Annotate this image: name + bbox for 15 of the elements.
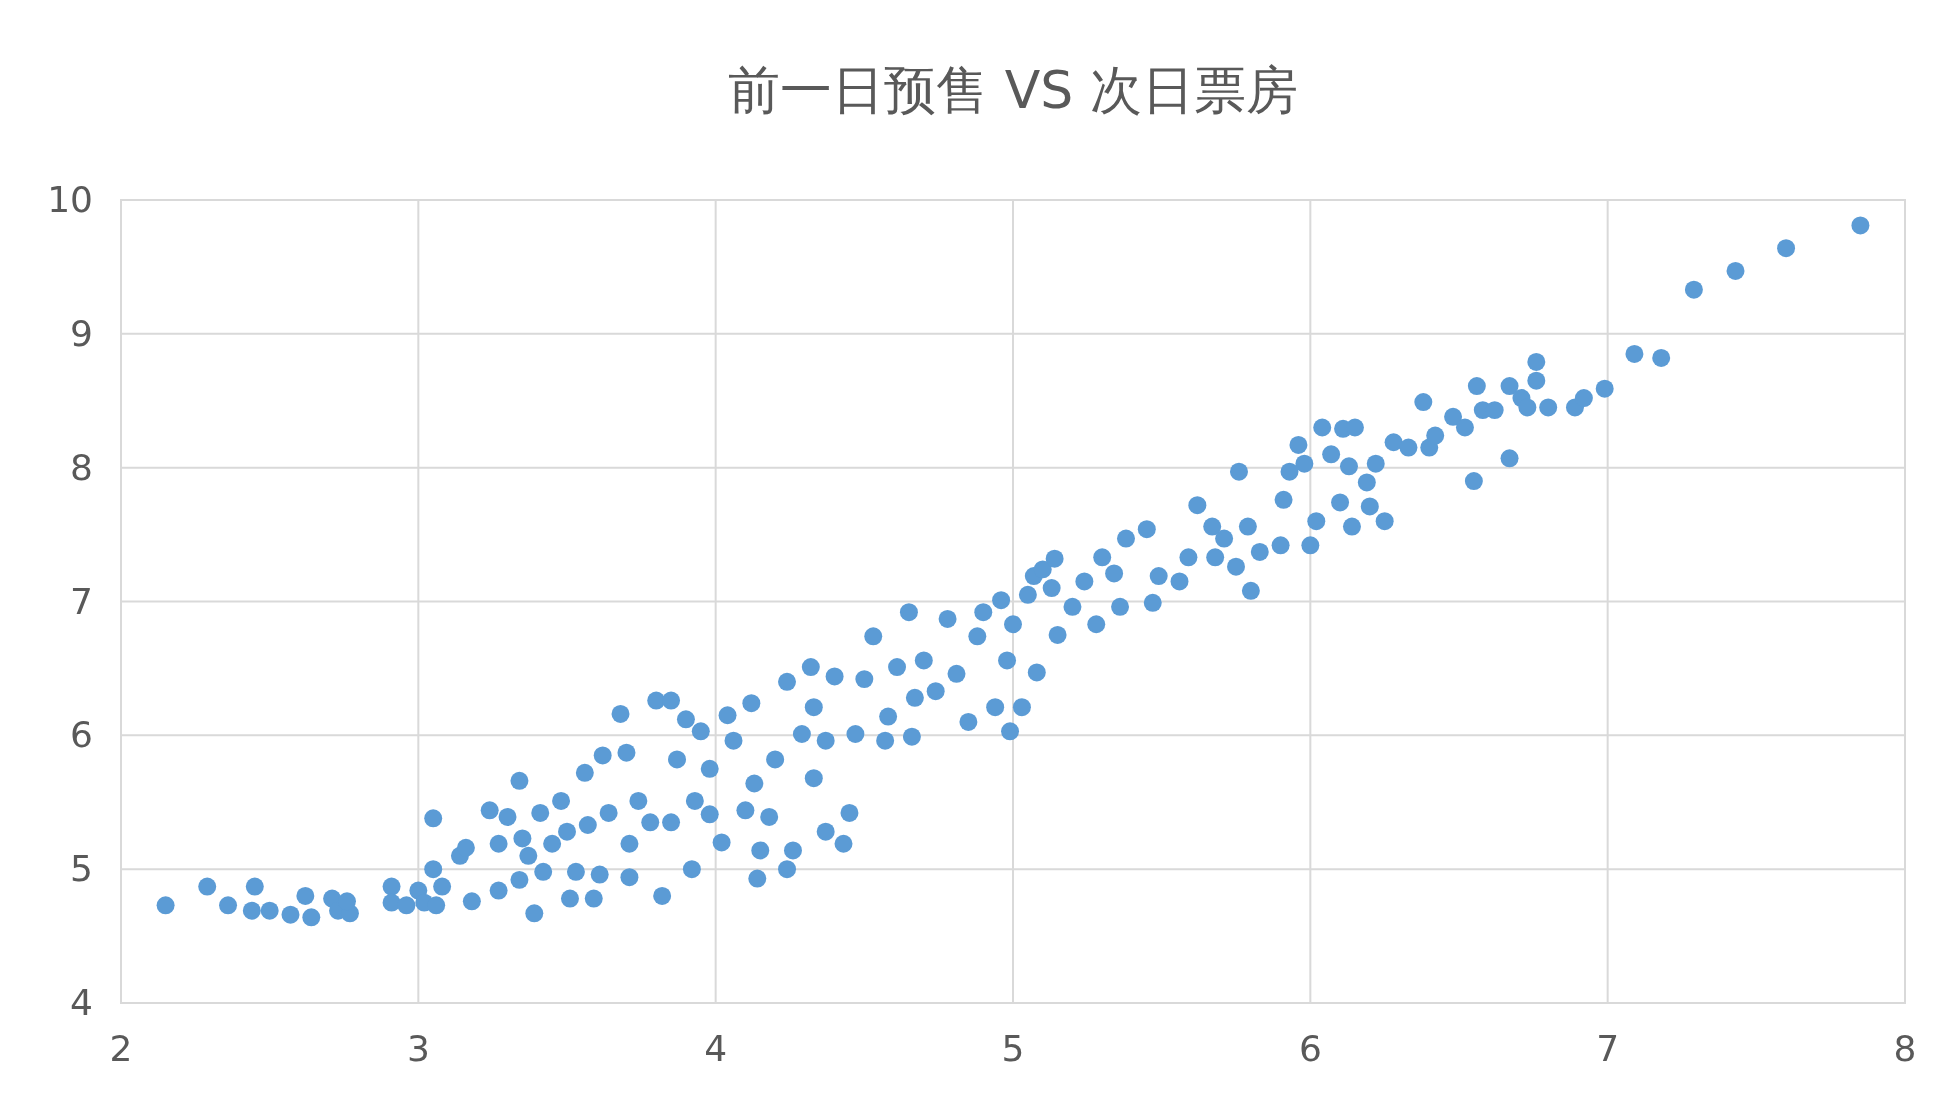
chart-title: 前一日预售 VS 次日票房 bbox=[728, 60, 1298, 120]
x-tick-label: 8 bbox=[1893, 1028, 1917, 1069]
y-tick-label: 5 bbox=[70, 848, 93, 890]
y-tick-label: 9 bbox=[70, 312, 93, 354]
y-tick-label: 8 bbox=[70, 446, 93, 488]
y-tick-label: 6 bbox=[70, 714, 93, 756]
x-tick-label: 4 bbox=[704, 1028, 728, 1069]
x-tick-label: 6 bbox=[1298, 1028, 1322, 1069]
y-tick-label: 7 bbox=[70, 580, 93, 622]
x-tick-label: 3 bbox=[406, 1028, 430, 1069]
x-tick-label: 2 bbox=[109, 1028, 133, 1069]
x-tick-label: 5 bbox=[1001, 1028, 1025, 1069]
y-tick-label: 4 bbox=[70, 982, 93, 1023]
y-tick-label: 10 bbox=[47, 179, 93, 220]
x-tick-label: 7 bbox=[1596, 1028, 1620, 1069]
